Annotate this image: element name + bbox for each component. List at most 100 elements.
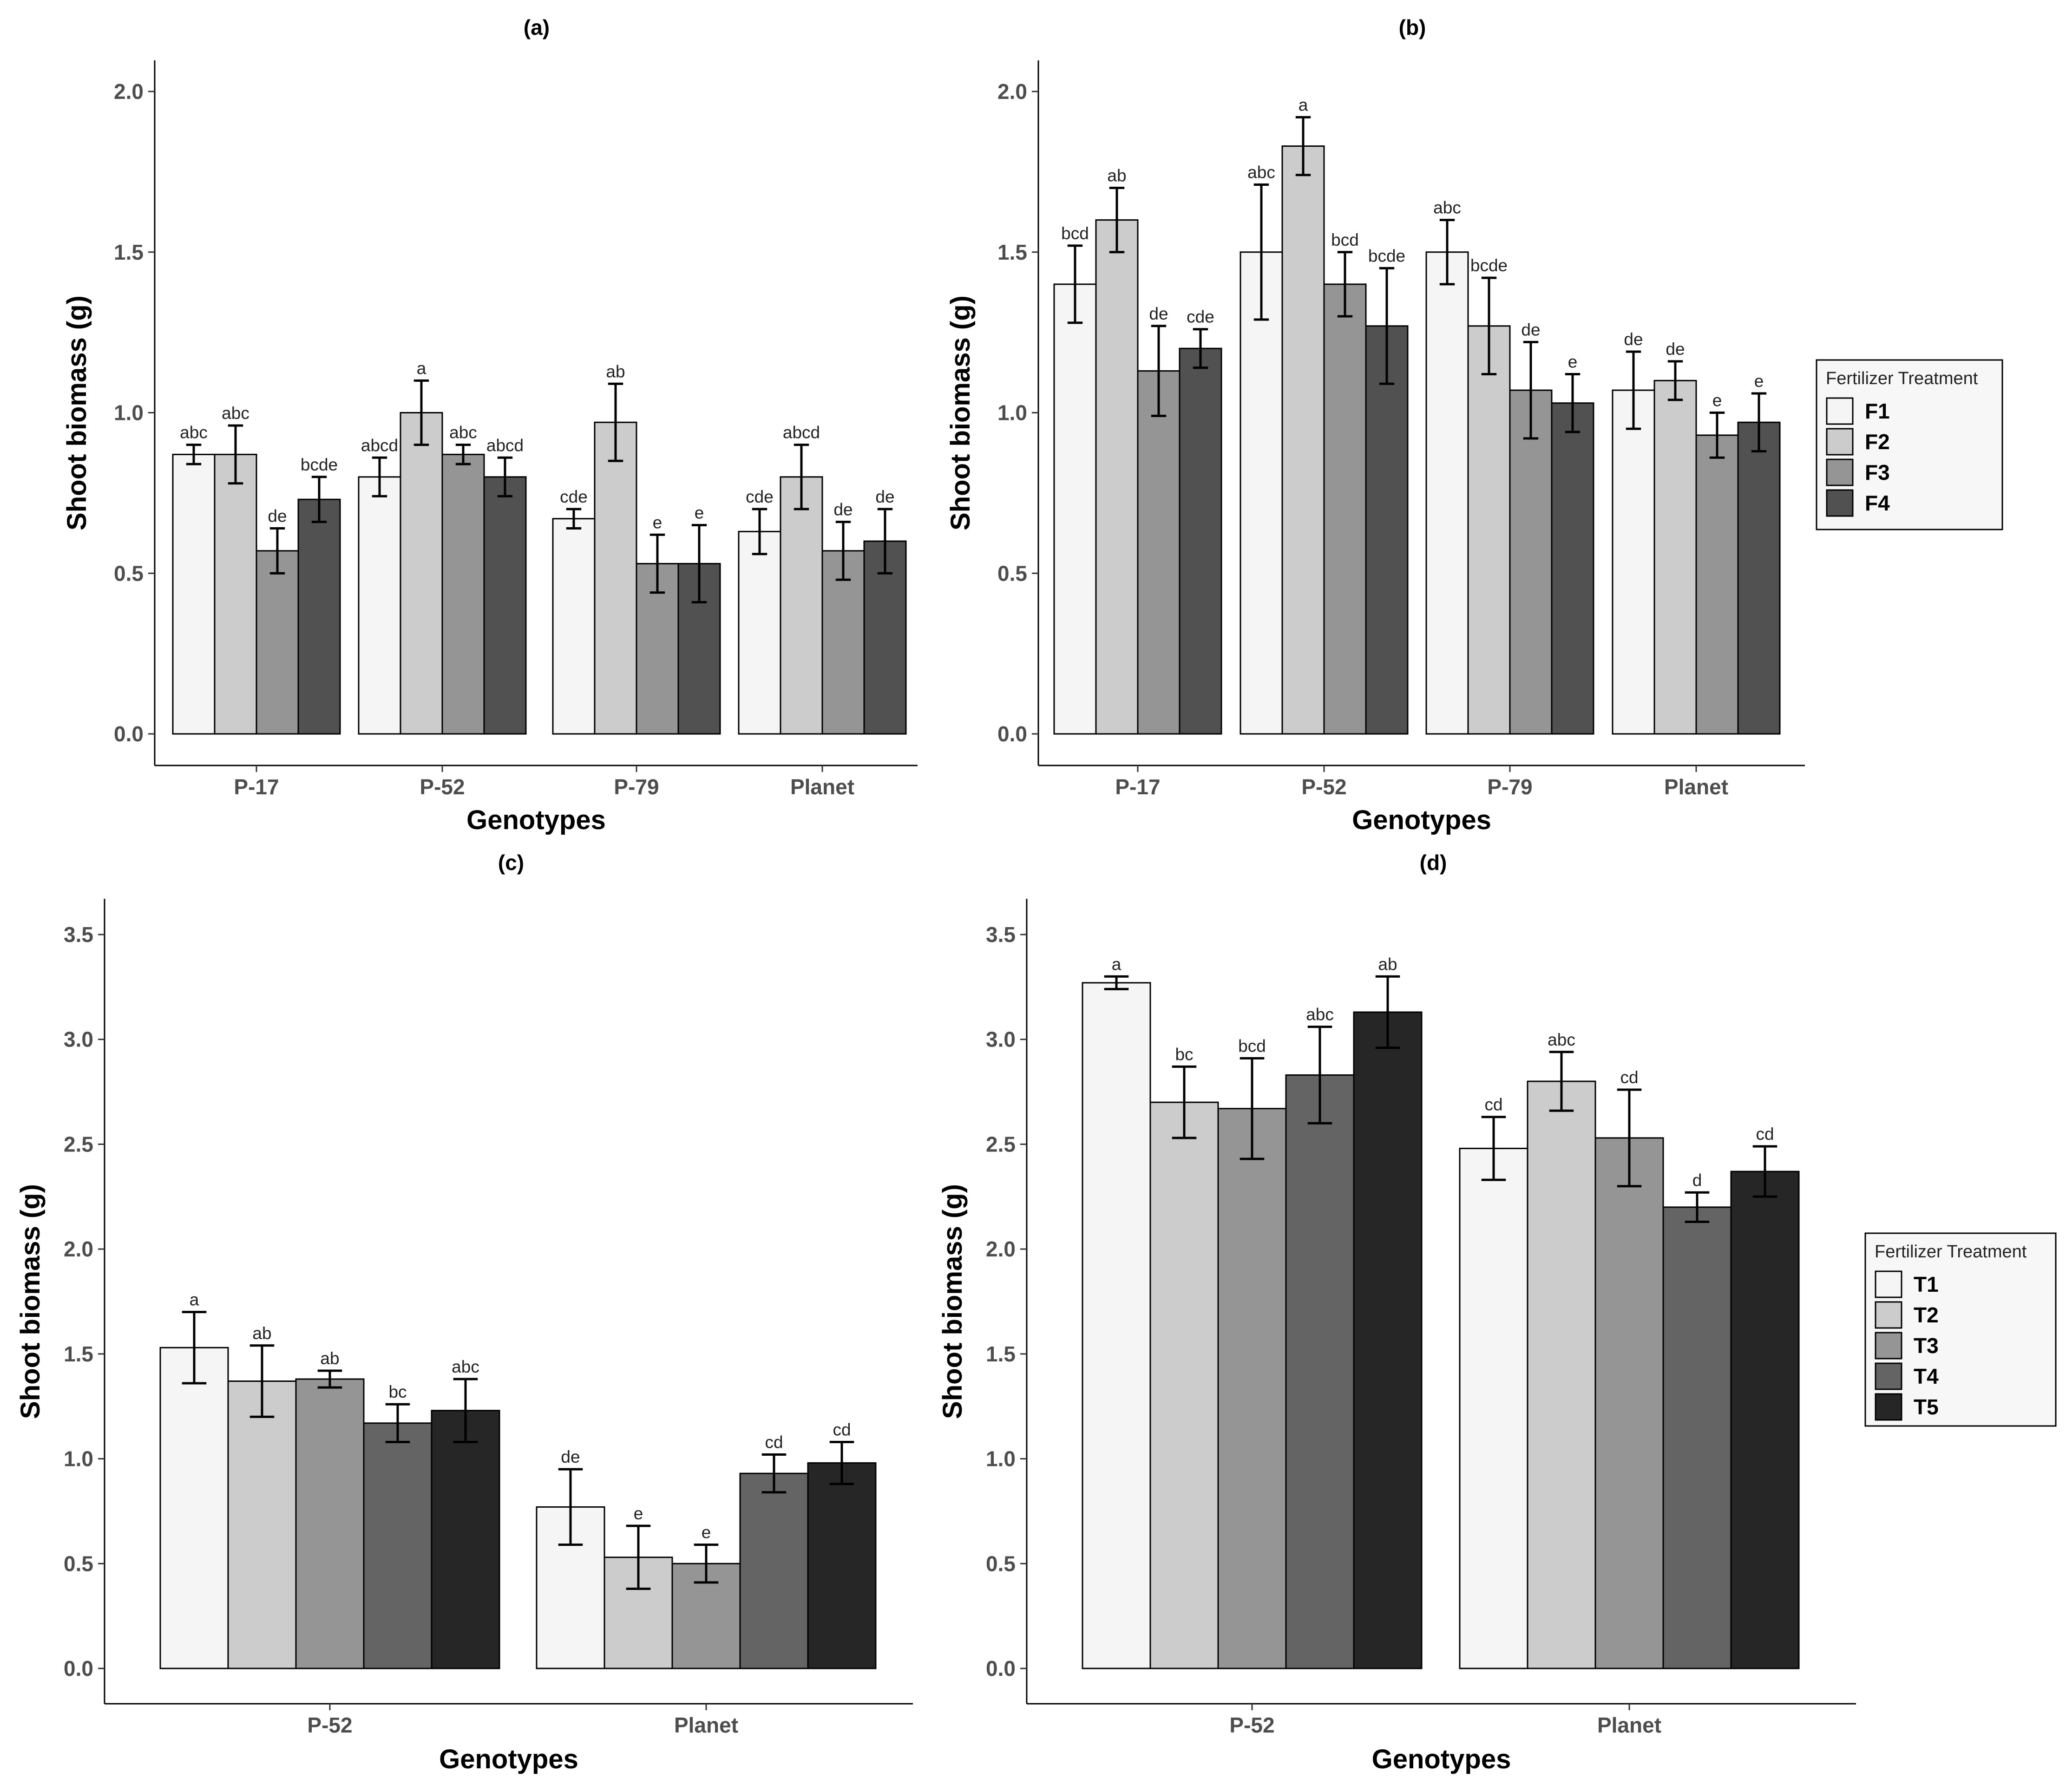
bar-F2-P-17 — [1095, 219, 1139, 735]
legend-swatch-T1 — [1875, 1270, 1902, 1298]
significance-label: e — [634, 1504, 643, 1523]
significance-label: cde — [1187, 307, 1214, 327]
bar-T5-P-52 — [431, 1410, 500, 1669]
y-tick-label: 0.5 — [64, 1551, 93, 1576]
bar-F1-Planet — [738, 530, 781, 735]
bar-T4-P-52 — [1285, 1074, 1355, 1669]
bar-F2-P-17 — [214, 453, 257, 735]
significance-label: a — [1112, 955, 1122, 974]
y-tick-label: 2.0 — [64, 1237, 93, 1261]
significance-label: de — [1666, 340, 1685, 359]
bar-F3-P-17 — [256, 550, 299, 735]
y-tick-label: 1.0 — [986, 1447, 1016, 1471]
x-axis-title: Genotypes — [1352, 805, 1491, 835]
significance-label: abcd — [361, 436, 398, 455]
significance-label: abcd — [486, 436, 524, 455]
legend-label-T1: T1 — [1914, 1272, 1939, 1296]
y-tick-label: 0.5 — [997, 561, 1027, 585]
bar-T3-P-52 — [295, 1378, 365, 1669]
bar-F2-Planet — [780, 476, 823, 735]
legend-label-F1: F1 — [1865, 399, 1890, 423]
significance-label: e — [695, 504, 704, 523]
y-tick-label: 1.5 — [986, 1342, 1016, 1366]
bar-F3-P-52 — [1323, 283, 1367, 735]
significance-label: abc — [180, 423, 208, 442]
significance-label: ab — [606, 362, 625, 381]
bar-T5-Planet — [807, 1462, 877, 1669]
significance-label: e — [653, 513, 662, 532]
significance-label: abc — [1548, 1030, 1575, 1049]
y-tick-label: 1.0 — [997, 401, 1027, 425]
significance-label: abc — [1306, 1005, 1334, 1024]
legend: Fertilizer Treatment F1 F2 F3 F4 — [1816, 359, 2003, 530]
x-tick-label: P-79 — [614, 775, 659, 799]
significance-label: cd — [765, 1433, 783, 1452]
bar-F3-P-17 — [1137, 370, 1181, 735]
bar-F4-Planet — [1737, 421, 1781, 735]
bar-T3-P-52 — [1217, 1108, 1287, 1669]
significance-label: abcd — [783, 423, 820, 442]
legend-swatch-T3 — [1875, 1332, 1902, 1360]
significance-label: abc — [1247, 163, 1275, 182]
bar-T2-P-52 — [1149, 1101, 1219, 1669]
bar-T5-Planet — [1730, 1171, 1800, 1669]
y-tick-label: 2.0 — [997, 79, 1027, 104]
y-tick-label: 1.5 — [997, 240, 1027, 264]
bar-F2-Planet — [1653, 379, 1697, 735]
bar-F4-P-79 — [1551, 402, 1594, 735]
bar-T4-P-52 — [363, 1422, 433, 1669]
y-axis-title: Shoot biomass (g) — [938, 1184, 968, 1419]
panel-title: (b) — [1399, 15, 1426, 39]
significance-label: cd — [1484, 1095, 1502, 1114]
bar-F1-P-79 — [1425, 251, 1469, 735]
y-tick-label: 0.0 — [997, 722, 1027, 746]
legend-label-T4: T4 — [1914, 1364, 1939, 1388]
y-tick-label: 1.0 — [114, 401, 144, 425]
bar-T4-Planet — [739, 1472, 809, 1669]
y-tick-label: 1.0 — [64, 1447, 93, 1471]
bar-T2-P-52 — [227, 1380, 297, 1669]
bar-T5-P-52 — [1353, 1011, 1423, 1669]
significance-label: de — [1521, 320, 1540, 339]
significance-label: a — [1299, 95, 1308, 114]
significance-label: ab — [252, 1324, 271, 1343]
significance-label: cde — [560, 487, 588, 506]
bar-F3-P-52 — [441, 453, 485, 735]
x-tick-label: Planet — [1597, 1713, 1661, 1737]
bar-F1-P-79 — [552, 518, 596, 735]
panel-title: (c) — [498, 850, 524, 875]
significance-label: bc — [388, 1382, 407, 1401]
significance-label: cd — [833, 1420, 851, 1439]
bar-T2-Planet — [1527, 1080, 1596, 1669]
significance-label: e — [1712, 391, 1722, 410]
bar-F1-P-17 — [1053, 283, 1097, 735]
y-tick-label: 0.5 — [114, 561, 144, 585]
significance-label: abc — [1433, 198, 1461, 217]
legend: Fertilizer Treatment T1 T2 T3 T4 T5 — [1864, 1232, 2057, 1427]
x-tick-label: Planet — [1664, 775, 1728, 799]
y-tick-label: 3.5 — [986, 922, 1016, 947]
bar-T3-Planet — [1594, 1137, 1664, 1669]
legend-title: Fertilizer Treatment — [1826, 369, 1978, 388]
y-tick-label: 0.0 — [114, 722, 144, 746]
bar-F4-P-17 — [1179, 347, 1222, 735]
significance-label: bcde — [1470, 256, 1508, 275]
x-tick-label: P-79 — [1487, 775, 1532, 799]
significance-label: ab — [1107, 166, 1126, 185]
significance-label: a — [190, 1290, 199, 1309]
legend-label-F2: F2 — [1865, 430, 1890, 454]
significance-label: e — [1754, 372, 1764, 391]
x-tick-label: P-17 — [234, 775, 279, 799]
bar-T1-Planet — [1459, 1147, 1528, 1669]
legend-swatch-F1 — [1826, 397, 1854, 425]
panel-title: (d) — [1420, 850, 1447, 875]
legend-label-T5: T5 — [1914, 1395, 1939, 1419]
legend-title: Fertilizer Treatment — [1875, 1242, 2027, 1262]
x-axis-title: Genotypes — [439, 1744, 578, 1774]
x-tick-label: P-52 — [420, 775, 465, 799]
y-tick-label: 2.0 — [114, 79, 144, 104]
significance-label: e — [1568, 353, 1578, 372]
legend-label-F3: F3 — [1865, 460, 1890, 484]
y-tick-label: 3.0 — [64, 1027, 93, 1052]
